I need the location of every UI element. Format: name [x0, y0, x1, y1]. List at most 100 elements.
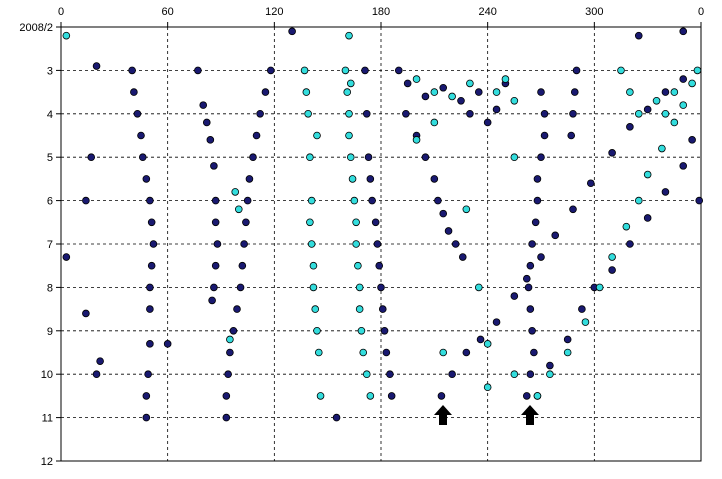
point	[528, 326, 536, 335]
point	[530, 348, 538, 357]
point	[87, 153, 96, 162]
point	[357, 326, 366, 335]
point	[483, 340, 492, 348]
point	[133, 110, 142, 118]
point	[466, 79, 474, 88]
point	[492, 88, 501, 96]
point	[626, 123, 634, 131]
point	[444, 227, 453, 235]
point	[522, 392, 531, 400]
point	[634, 196, 643, 205]
point	[213, 240, 222, 248]
point	[387, 392, 396, 400]
point	[540, 110, 549, 118]
point	[462, 205, 471, 214]
point	[670, 88, 679, 96]
point	[567, 131, 576, 140]
point	[693, 66, 702, 75]
point	[510, 153, 519, 162]
point	[679, 75, 688, 83]
point	[346, 79, 355, 88]
point	[345, 110, 353, 118]
point	[533, 196, 542, 205]
point	[62, 31, 71, 40]
point	[402, 110, 410, 118]
y-tick-label: 3	[47, 65, 53, 77]
point	[563, 348, 572, 357]
point	[211, 196, 220, 205]
point	[199, 101, 208, 109]
point	[658, 144, 666, 153]
point	[355, 283, 364, 292]
point	[569, 110, 577, 118]
point	[439, 348, 448, 357]
y-tick-label: 9	[47, 326, 53, 338]
point	[306, 218, 314, 227]
point	[375, 261, 384, 270]
point	[316, 392, 325, 400]
point	[252, 131, 261, 140]
point	[458, 253, 467, 261]
point	[245, 175, 254, 183]
point	[364, 153, 373, 162]
point	[313, 326, 321, 335]
point	[466, 110, 474, 118]
point	[437, 392, 446, 400]
point	[130, 88, 138, 96]
point	[510, 292, 519, 300]
point	[430, 88, 439, 96]
point	[462, 348, 471, 357]
point	[233, 305, 241, 313]
point	[137, 131, 145, 140]
x-tick-label: 240	[478, 6, 496, 18]
point	[412, 75, 421, 83]
point	[341, 66, 350, 75]
y-tick-label: 6	[47, 196, 53, 208]
point	[476, 335, 485, 344]
point	[551, 231, 560, 240]
point	[394, 66, 403, 75]
point	[634, 110, 643, 118]
point	[231, 188, 240, 196]
point	[524, 283, 533, 292]
point	[546, 361, 554, 370]
point	[526, 305, 535, 313]
point	[608, 253, 616, 261]
point	[380, 326, 389, 335]
point	[430, 118, 439, 127]
x-tick-label: 300	[585, 6, 603, 18]
point	[688, 79, 696, 88]
point	[368, 196, 376, 205]
point	[617, 66, 625, 75]
point	[362, 110, 371, 118]
point	[533, 175, 542, 183]
point	[138, 153, 147, 162]
point	[586, 179, 595, 188]
point	[537, 153, 545, 162]
point	[448, 92, 456, 101]
point	[222, 392, 231, 400]
point	[362, 370, 371, 379]
point	[526, 261, 535, 270]
point	[224, 370, 232, 379]
point	[578, 305, 586, 313]
point	[634, 31, 643, 40]
point	[314, 348, 323, 357]
point	[288, 27, 296, 36]
point	[546, 370, 554, 379]
point	[359, 348, 368, 357]
point	[448, 370, 456, 379]
point	[210, 283, 218, 292]
point	[242, 218, 250, 227]
point	[474, 283, 483, 292]
point	[679, 101, 688, 109]
point	[679, 162, 688, 170]
point	[483, 118, 492, 127]
point	[510, 370, 519, 379]
point	[243, 196, 252, 205]
point	[371, 218, 380, 227]
point	[679, 27, 688, 36]
point	[211, 261, 220, 270]
